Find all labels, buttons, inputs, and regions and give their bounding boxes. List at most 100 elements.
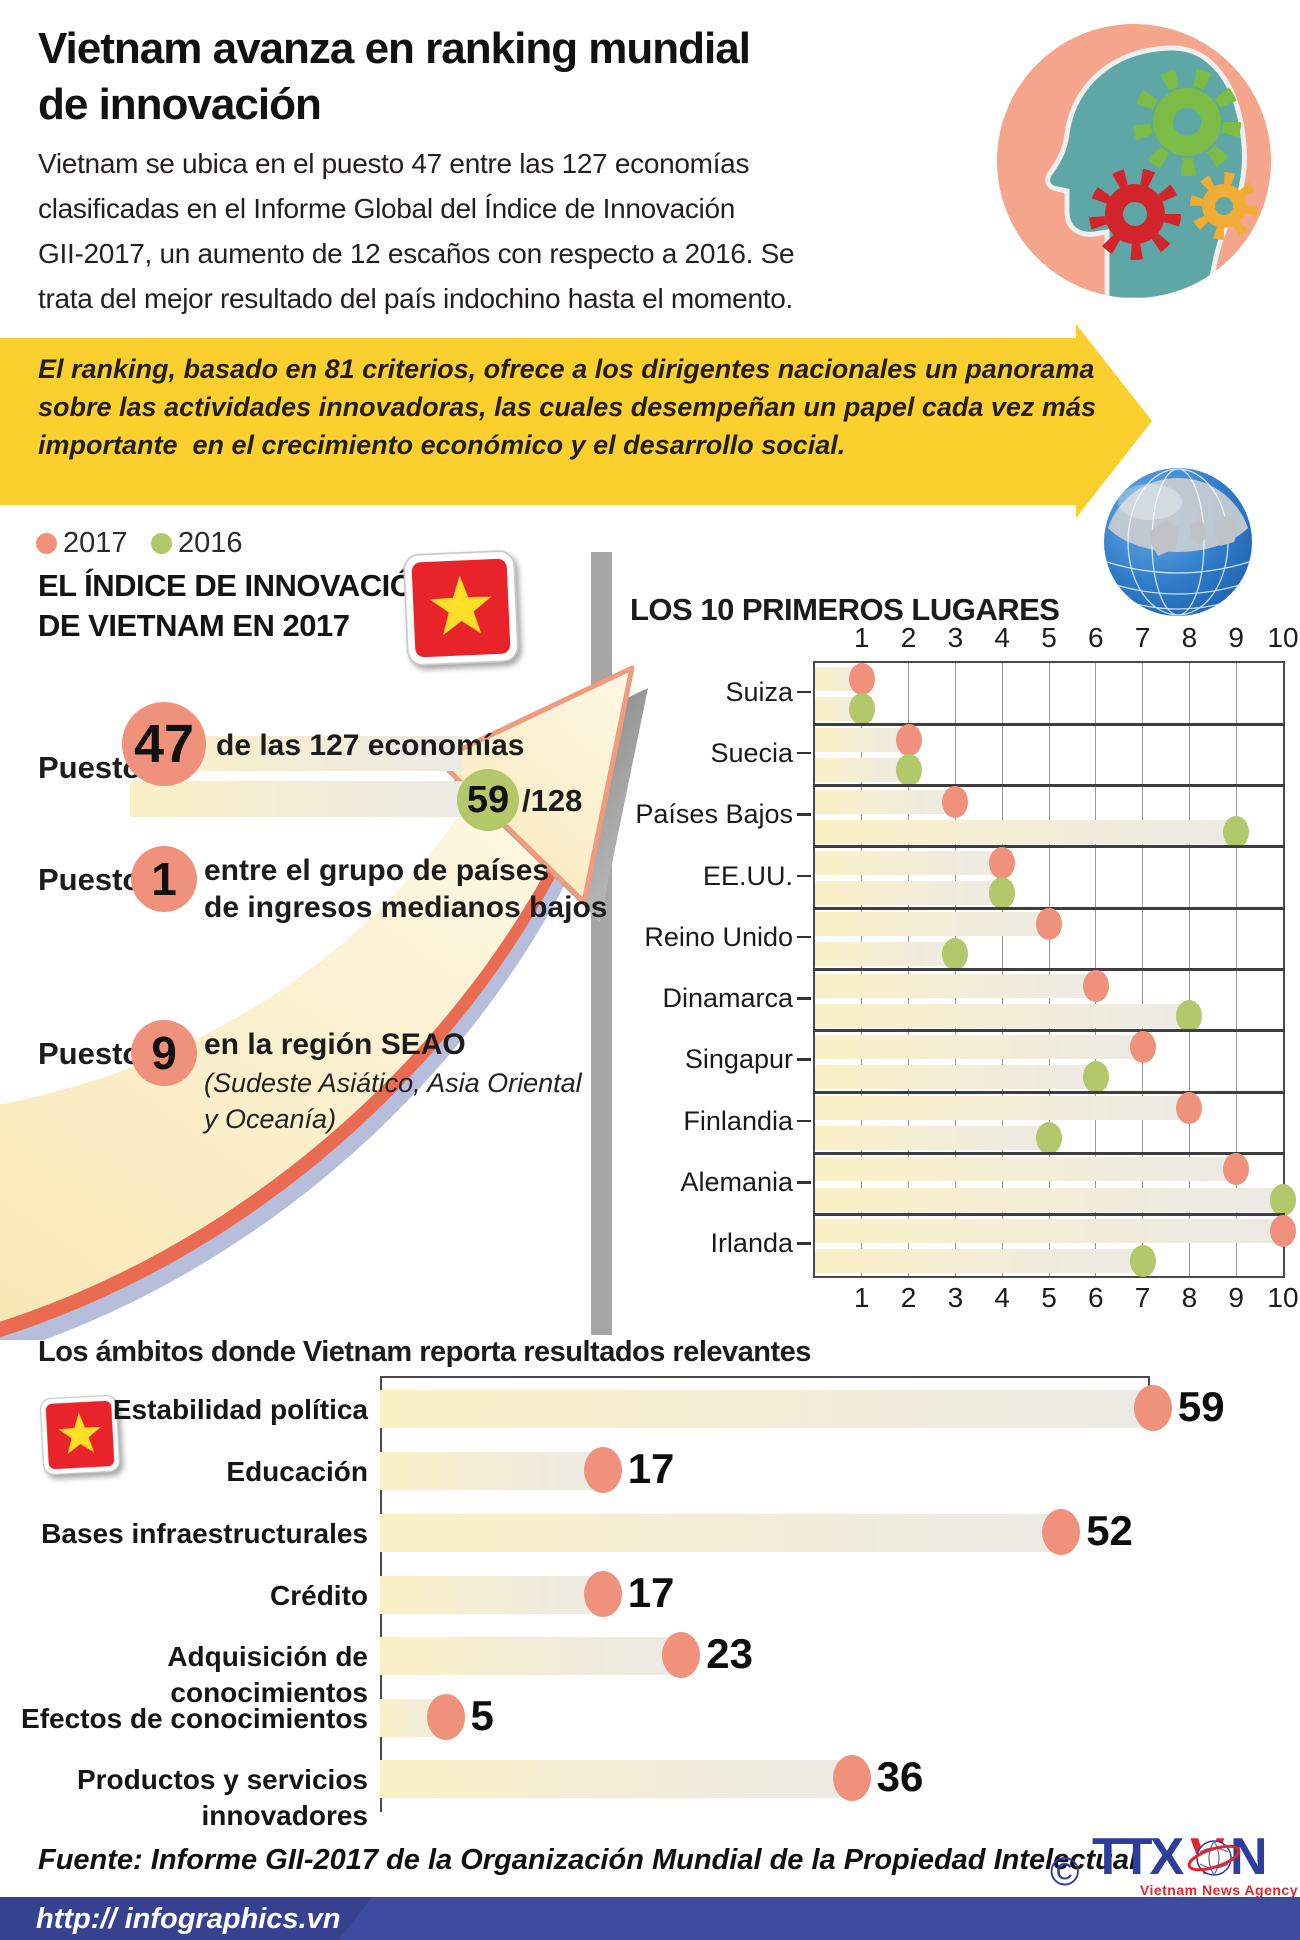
country-tick xyxy=(797,874,811,878)
bar-2017 xyxy=(815,1157,1247,1182)
value-dot xyxy=(662,1632,701,1678)
logo-text-ttx: TTX xyxy=(1092,1828,1185,1886)
country-label: EE.UU. xyxy=(702,860,793,891)
area-bar xyxy=(380,1514,1070,1552)
area-label: Efectos de conocimientos xyxy=(21,1703,368,1734)
bar-2016 xyxy=(815,942,966,967)
flag-star-icon xyxy=(429,575,492,636)
head-gears-illustration xyxy=(997,24,1271,298)
bar-2017 xyxy=(815,1034,1153,1059)
vietnam-flag-badge xyxy=(403,550,519,666)
rank-dot-2017 xyxy=(1176,1092,1203,1125)
page-title-line-2: de innovación xyxy=(38,80,322,129)
rank-dot-2017 xyxy=(1129,1030,1156,1063)
area-bar xyxy=(380,1452,611,1490)
footer-url[interactable]: http:// infographics.vn xyxy=(36,1903,341,1935)
rank-dot-2016 xyxy=(1223,815,1250,848)
rank59-bar xyxy=(130,781,472,817)
rank-overall-text: de las 127 economías xyxy=(216,729,525,762)
country-tick xyxy=(797,1119,811,1123)
top10-chart-title: LOS 10 PRIMEROS LUGARES xyxy=(630,592,1060,627)
top10-axis-top: 1 2 3 4 5 6 7 8 9 10 xyxy=(815,622,1299,656)
rank-dot-2017 xyxy=(1223,1153,1250,1186)
banner-line: importante en el crecimiento económico y… xyxy=(38,430,846,460)
intro-paragraph-line: GII-2017, un aumento de 12 escaños con r… xyxy=(38,238,795,269)
axis-number: 5 xyxy=(1041,1282,1057,1313)
country-label: Reino Unido xyxy=(644,921,793,952)
axis-number: 6 xyxy=(1088,622,1104,653)
country-tick xyxy=(797,997,811,1000)
rank-dot-2017 xyxy=(1082,969,1109,1002)
area-value: 23 xyxy=(706,1630,754,1677)
rank-group-text-line: entre el grupo de países xyxy=(204,854,550,887)
axis-number: 5 xyxy=(1041,622,1057,653)
source-text: Fuente: Informe GII-2017 de la Organizac… xyxy=(38,1844,1137,1876)
country-label: Suiza xyxy=(725,676,793,707)
country-label: Irlanda xyxy=(710,1228,793,1259)
rank-dot-2016 xyxy=(1129,1244,1156,1277)
country-label: Suecia xyxy=(710,737,793,768)
rank-region-circle: 9 xyxy=(131,1020,197,1086)
rank-dot-2016 xyxy=(1270,1183,1296,1216)
axis-number: 3 xyxy=(947,622,964,653)
legend-dot-2017 xyxy=(36,533,57,554)
value-dot xyxy=(426,1694,465,1740)
country-label: Singapur xyxy=(684,1044,793,1075)
axis-number: 6 xyxy=(1088,1282,1104,1313)
ttxvn-logo: TTX V N Vietnam News Agency xyxy=(1092,1828,1298,1898)
areas-axis-left xyxy=(380,1376,382,1812)
country-label: Dinamarca xyxy=(662,983,793,1014)
axis-number: 1 xyxy=(854,622,870,653)
axis-number: 8 xyxy=(1181,622,1198,653)
intro-paragraph-line: Vietnam se ubica en el puesto 47 entre l… xyxy=(38,148,750,179)
area-label: Adquisición de conocimientos xyxy=(167,1641,368,1708)
vietnam-index-title-line-1: EL ÍNDICE DE INNOVACIÓN xyxy=(38,568,436,603)
intro-paragraph-line: clasificadas en el Informe Global del Ín… xyxy=(38,193,736,224)
rank-dot-2017 xyxy=(989,846,1016,879)
legend-label-2017: 2017 xyxy=(63,527,128,559)
bar-2016 xyxy=(815,819,1247,844)
page-title-line-1: Vietnam avanza en ranking mundial xyxy=(38,24,751,73)
rank-dot-2017 xyxy=(895,724,922,757)
gear-yellow-icon xyxy=(1190,172,1258,240)
vietnam-index-title-line-2: DE VIETNAM EN 2017 xyxy=(38,608,350,643)
rank-overall-circle: 47 xyxy=(122,702,206,786)
banner-line: sobre las actividades innovadoras, las c… xyxy=(38,392,1096,422)
axis-number: 3 xyxy=(947,1282,964,1313)
bar-2016 xyxy=(815,1064,1106,1089)
axis-number: 2 xyxy=(900,622,917,653)
country-label: Alemania xyxy=(680,1167,793,1198)
area-bar xyxy=(380,1760,860,1798)
bar-2016 xyxy=(815,1187,1279,1212)
gear-red-icon xyxy=(1089,168,1181,260)
row-separator xyxy=(813,1029,1285,1033)
logo-subtext: Vietnam News Agency xyxy=(1140,1882,1298,1898)
country-tick xyxy=(797,935,811,939)
value-dot xyxy=(583,1571,622,1617)
areas-axis-tick xyxy=(1148,1376,1150,1389)
axis-number: 7 xyxy=(1134,622,1151,653)
area-label: Bases infraestructurales xyxy=(41,1518,368,1549)
rank-2016-circle: 59 xyxy=(457,769,519,831)
gear-green-icon xyxy=(1133,68,1241,176)
area-value: 17 xyxy=(627,1569,675,1616)
top10-labels: Suiza Suecia Países Bajos EE.UU. Reino Unido… xyxy=(555,661,811,1274)
row-separator xyxy=(813,1090,1285,1094)
bar-2017 xyxy=(815,1218,1279,1243)
axis-number: 10 xyxy=(1267,622,1299,653)
rank-dot-2017 xyxy=(848,663,875,695)
bar-2017 xyxy=(815,973,1106,998)
axis-number: 8 xyxy=(1181,1282,1198,1313)
axis-number: 7 xyxy=(1134,1282,1151,1313)
country-tick xyxy=(797,690,811,694)
area-bar xyxy=(380,1699,454,1737)
axis-number: 10 xyxy=(1267,1282,1299,1313)
row-separator xyxy=(813,1151,1285,1155)
axis-number: 4 xyxy=(994,1282,1010,1313)
value-dot xyxy=(1133,1385,1172,1431)
area-label: Crédito xyxy=(270,1580,368,1611)
areas-chart-title: Los ámbitos donde Vietnam reporta result… xyxy=(38,1336,811,1368)
bar-2016 xyxy=(815,1003,1200,1028)
country-label: Finlandia xyxy=(683,1105,793,1136)
country-tick xyxy=(797,1181,811,1184)
